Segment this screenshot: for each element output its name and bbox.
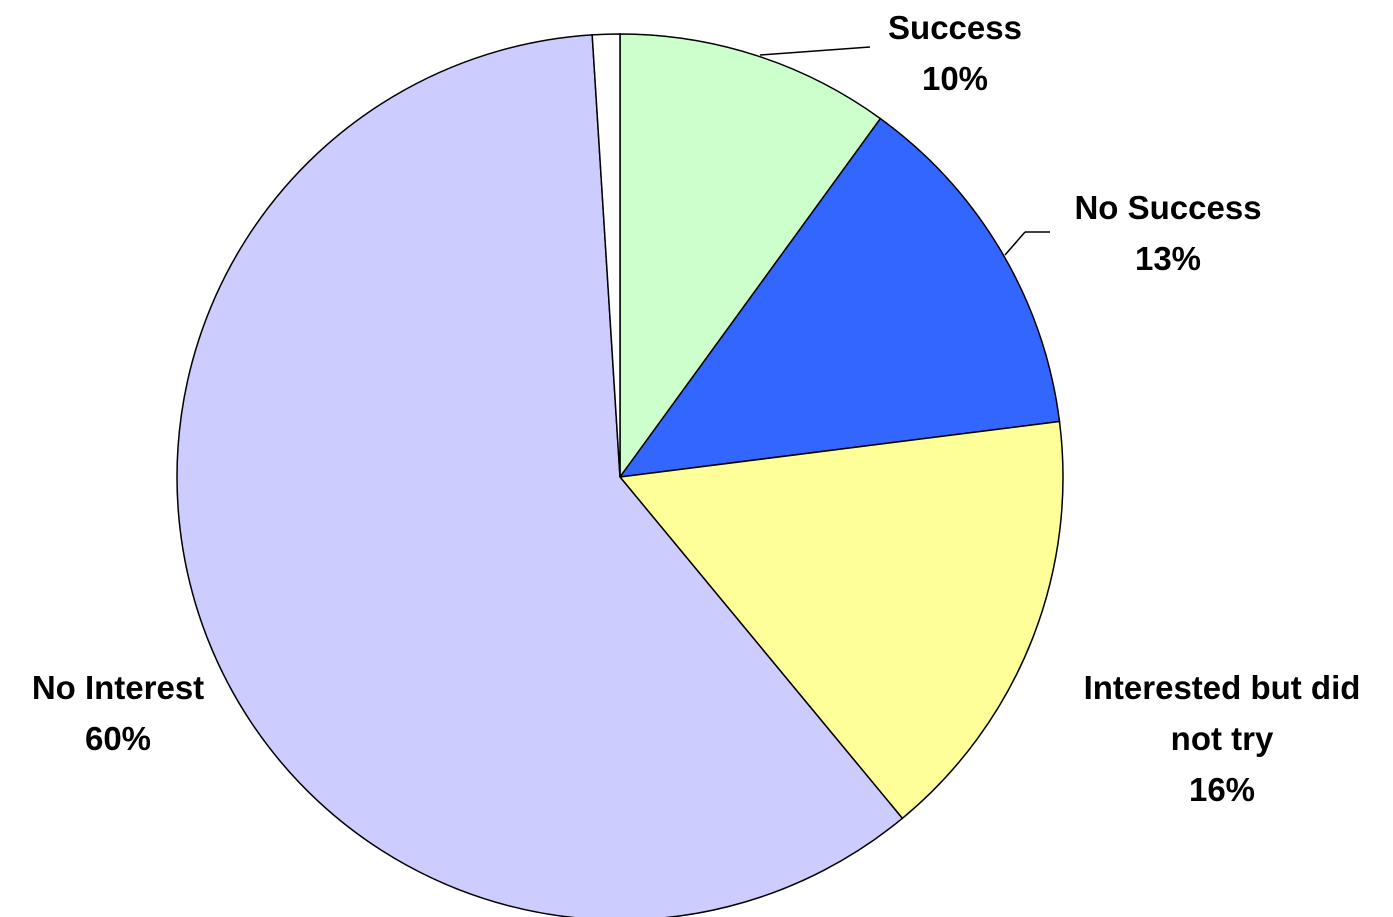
value-label: 60%	[84, 720, 152, 757]
pie-slice	[591, 33, 621, 478]
leader-line	[759, 46, 871, 56]
slice-label: Success 10%	[805, 2, 1105, 104]
category-name: No Interest	[31, 669, 205, 706]
value-label: 10%	[921, 60, 989, 97]
pie-slice	[618, 420, 1064, 820]
category-name: Interested but did not try	[1083, 669, 1361, 757]
value-label: 16%	[1188, 771, 1256, 808]
slice-label: No Interest 60%	[0, 662, 248, 764]
pie-slice	[618, 117, 1061, 478]
pie-slice	[619, 33, 882, 480]
category-name: No Success	[1074, 189, 1262, 226]
value-label: 13%	[1134, 240, 1202, 277]
slice-label: No Success 13%	[1018, 182, 1318, 284]
leader-line	[1004, 231, 1026, 256]
slice-label: Interested but did not try 16%	[1057, 662, 1387, 815]
category-name: Success	[888, 9, 1022, 46]
